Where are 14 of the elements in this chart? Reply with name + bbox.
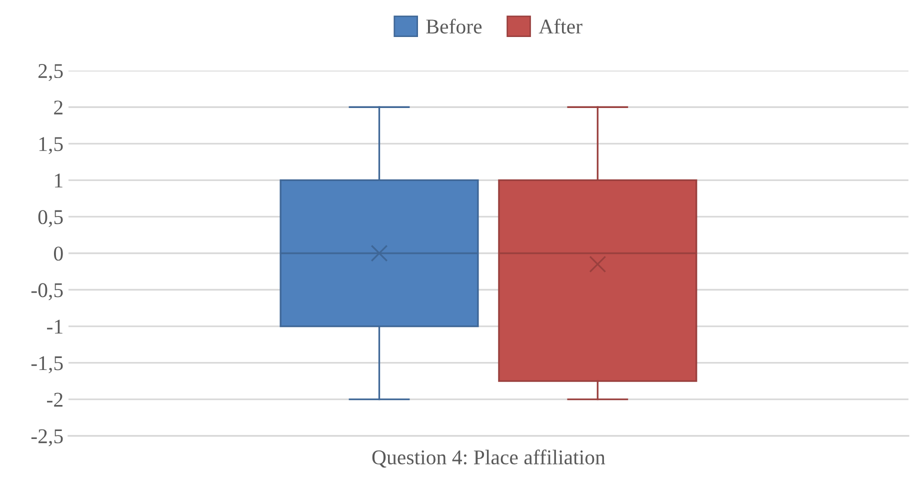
- y-tick-label: -1: [47, 320, 62, 334]
- y-tick-label: 2: [54, 100, 62, 114]
- y-tick-label: -2: [47, 392, 62, 407]
- legend-label: After: [538, 18, 582, 34]
- y-tick-label: 1: [55, 174, 62, 188]
- y-tick-label: -0,5: [31, 283, 63, 300]
- y-tick-label: 2,5: [38, 64, 63, 82]
- y-tick-label: 0: [54, 246, 63, 261]
- y-tick-label: 1,5: [39, 137, 63, 154]
- y-tick-label: -1,5: [31, 356, 63, 374]
- legend-label: Before: [426, 18, 482, 34]
- y-tick-label: 0,5: [38, 210, 63, 228]
- y-tick-label: -2,5: [31, 429, 63, 446]
- x-tick-label: Question 4: Place affiliation: [372, 450, 606, 468]
